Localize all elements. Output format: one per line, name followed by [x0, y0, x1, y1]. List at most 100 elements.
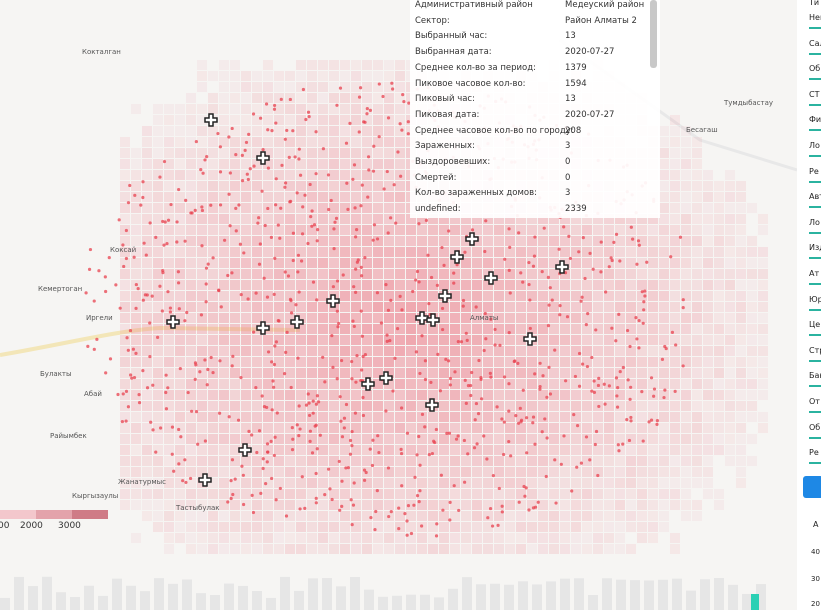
heat-cell [483, 291, 493, 301]
heat-cell [384, 82, 394, 92]
heat-cell [362, 236, 372, 246]
heat-cell [263, 500, 273, 510]
heat-cell [186, 544, 196, 554]
heat-cell [230, 291, 240, 301]
point [590, 389, 594, 393]
heat-cell [274, 478, 284, 488]
heat-cell [582, 313, 592, 323]
heat-cell [318, 511, 328, 521]
heat-cell [593, 533, 603, 543]
heat-cell [659, 258, 669, 268]
heat-cell [307, 291, 317, 301]
point [116, 392, 120, 397]
heat-cell [483, 225, 493, 235]
heat-cell [164, 225, 174, 235]
point [590, 355, 594, 360]
point [637, 243, 641, 247]
heat-cell [615, 280, 625, 290]
heat-cell [648, 324, 658, 334]
point [678, 235, 683, 239]
heat-cell [472, 478, 482, 488]
heat-cell [120, 434, 130, 444]
point [466, 452, 470, 456]
heat-cell [692, 423, 702, 433]
heat-cell [736, 412, 746, 422]
heat-cell [164, 456, 174, 466]
point [629, 225, 633, 229]
heat-cell [692, 390, 702, 400]
point [260, 394, 264, 398]
heat-cell [505, 236, 515, 246]
point [448, 500, 452, 504]
heat-cell [395, 137, 405, 147]
point [88, 247, 93, 252]
heat-cell [219, 280, 229, 290]
heat-cell [307, 126, 317, 136]
heat-cell [417, 214, 427, 224]
heat-cell [406, 258, 416, 268]
heat-cell [384, 269, 394, 279]
button[interactable] [803, 476, 821, 498]
heat-cell [406, 280, 416, 290]
point [240, 179, 245, 183]
heat-cell [648, 533, 658, 543]
heat-cell [604, 522, 614, 532]
heat-cell [758, 390, 768, 400]
map[interactable]: КокталганКоксайКемертоганИргелиБулактыАб… [0, 0, 797, 610]
heat-cell [318, 258, 328, 268]
heat-cell [725, 170, 735, 180]
point [588, 458, 592, 462]
heat-cell [758, 379, 768, 389]
scrollbar[interactable] [650, 0, 657, 68]
point [403, 512, 407, 516]
histogram-bar [658, 579, 668, 610]
point [381, 94, 385, 99]
point [446, 359, 451, 363]
histogram-bar [742, 593, 752, 610]
heat-cell [197, 82, 207, 92]
heat-cell [560, 335, 570, 345]
heat-cell [516, 280, 526, 290]
heat-cell [153, 137, 163, 147]
point [284, 514, 289, 518]
point [581, 362, 585, 366]
heat-cell [725, 258, 735, 268]
heat-cell [406, 346, 416, 356]
point [399, 451, 404, 456]
popup-value: 208 [565, 125, 582, 136]
heat-cell [582, 412, 592, 422]
point [681, 298, 685, 302]
point [508, 291, 512, 295]
heat-cell [153, 115, 163, 125]
heat-cell [318, 137, 328, 147]
point [186, 390, 190, 395]
point [362, 468, 367, 472]
heat-cell [582, 401, 592, 411]
heat-cell [373, 401, 383, 411]
point [391, 389, 395, 393]
histogram-bar [560, 578, 570, 610]
heat-cell [461, 357, 471, 367]
point [299, 259, 304, 263]
heat-cell [230, 258, 240, 268]
heat-cell [384, 115, 394, 125]
point [669, 255, 673, 259]
heat-cell [692, 313, 702, 323]
heat-cell [120, 137, 130, 147]
heat-cell [637, 379, 647, 389]
heat-cell [362, 170, 372, 180]
heat-cell [197, 544, 207, 554]
point [233, 477, 237, 481]
heat-cell [560, 379, 570, 389]
heat-cell [153, 126, 163, 136]
heat-cell [252, 236, 262, 246]
heat-cell [571, 258, 581, 268]
heat-cell [626, 313, 636, 323]
heat-cell [747, 236, 757, 246]
heat-cell [725, 368, 735, 378]
heat-cell [175, 236, 185, 246]
point [626, 378, 630, 382]
heat-cell [516, 236, 526, 246]
point [297, 157, 301, 161]
point [243, 148, 247, 152]
